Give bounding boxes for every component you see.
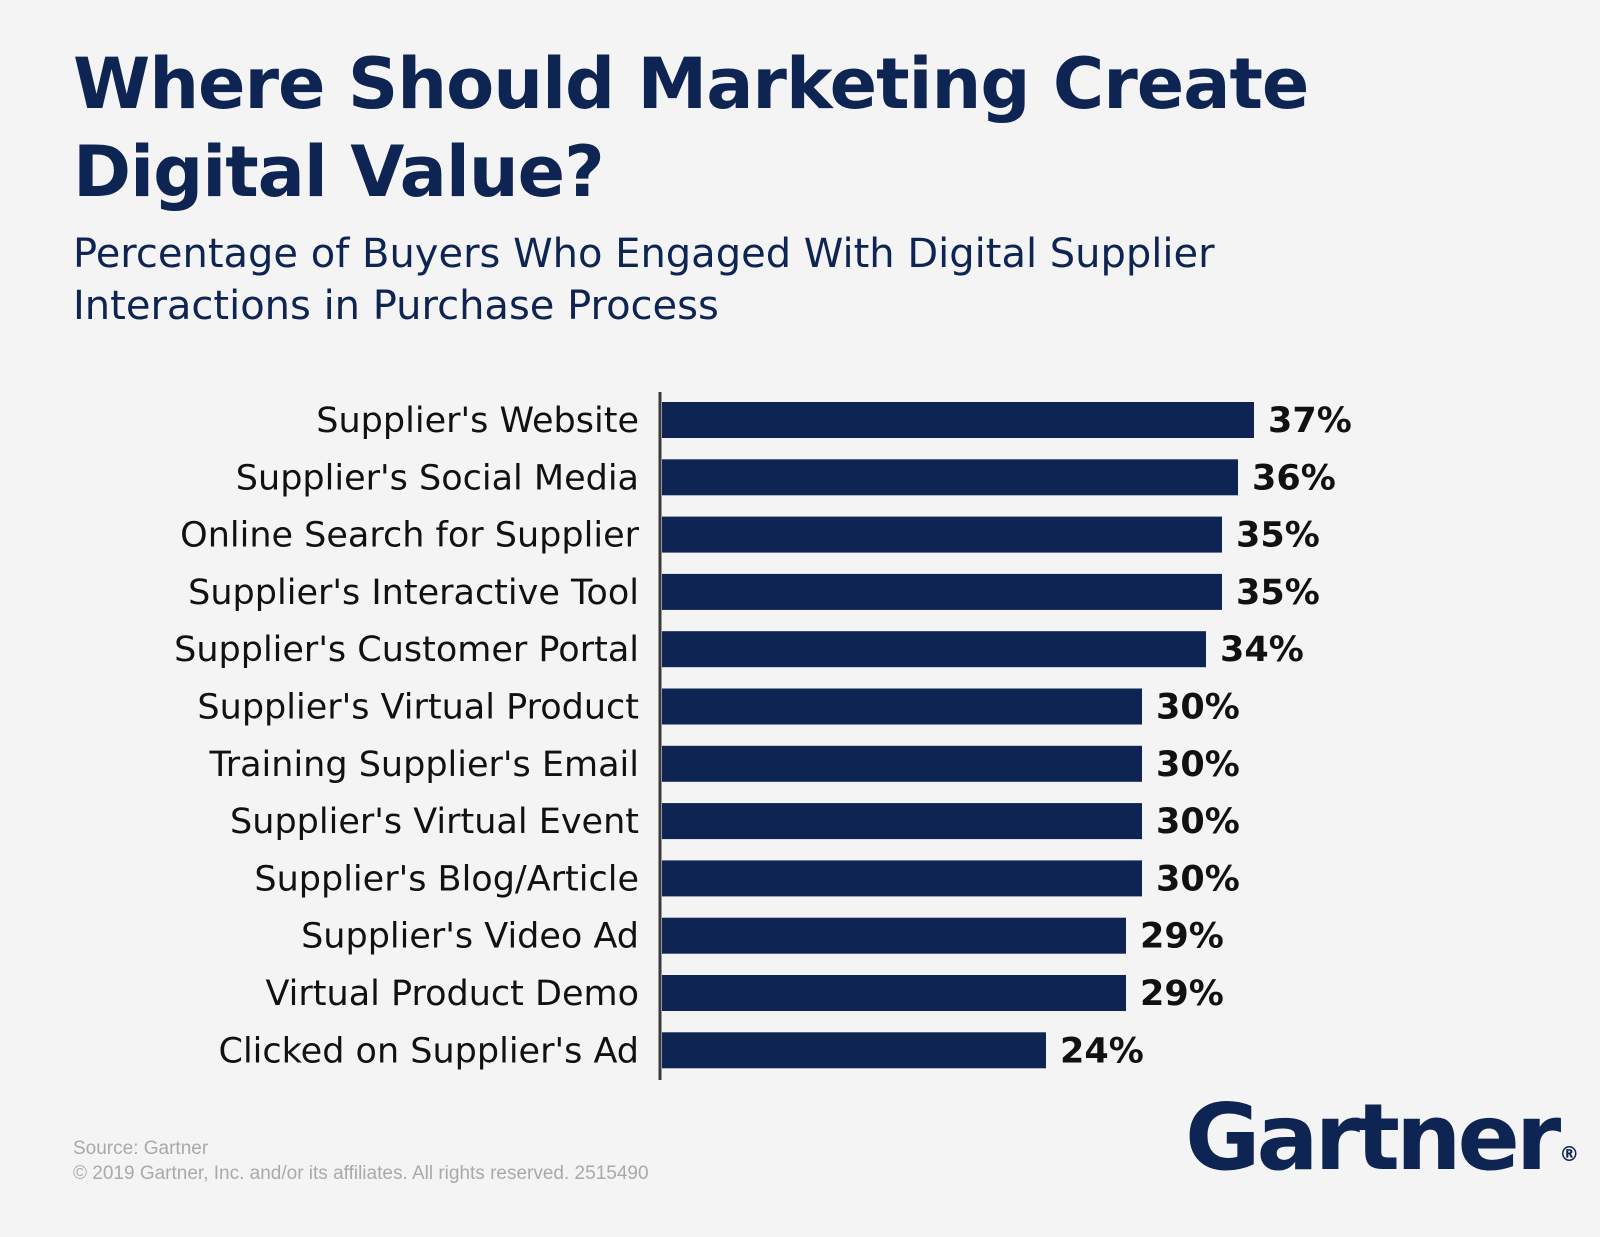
- value-label: 35%: [1236, 516, 1320, 556]
- category-label: Supplier's Social Media: [236, 458, 639, 498]
- category-label: Supplier's Website: [316, 401, 639, 441]
- value-label: 30%: [1156, 745, 1240, 785]
- bar: [662, 803, 1142, 840]
- category-label: Supplier's Virtual Event: [230, 802, 639, 842]
- value-label: 36%: [1252, 458, 1336, 498]
- value-label: 29%: [1140, 917, 1224, 957]
- bar: [662, 631, 1206, 668]
- bar: [662, 516, 1222, 553]
- value-label: 30%: [1156, 688, 1240, 728]
- category-label: Supplier's Interactive Tool: [188, 573, 639, 613]
- bar: [662, 459, 1238, 496]
- value-label: 30%: [1156, 859, 1240, 899]
- bar: [662, 975, 1126, 1011]
- value-label: 37%: [1268, 401, 1352, 441]
- logo-text: Gartner: [1185, 1084, 1561, 1191]
- category-label: Online Search for Supplier: [180, 516, 639, 556]
- category-label: Training Supplier's Email: [208, 745, 639, 785]
- bar: [662, 917, 1126, 954]
- value-label: 24%: [1060, 1031, 1144, 1071]
- bar: [662, 688, 1142, 725]
- category-label: Clicked on Supplier's Ad: [219, 1031, 639, 1071]
- bar: [662, 860, 1142, 897]
- value-label: 30%: [1156, 802, 1240, 842]
- category-label: Virtual Product Demo: [266, 974, 640, 1014]
- bar-chart: Supplier's Website 37% Supplier's Social M…: [174, 392, 1352, 1080]
- value-label: 35%: [1236, 573, 1320, 613]
- value-label: 34%: [1220, 630, 1304, 670]
- registered-mark: ®: [1559, 1142, 1580, 1166]
- value-label: 29%: [1140, 974, 1224, 1014]
- chart-subtitle: Percentage of Buyers Who Engaged With Di…: [73, 231, 1215, 329]
- source-text: Source: Gartner: [73, 1138, 209, 1159]
- chart-title: Where Should Marketing Create Digital Va…: [73, 43, 1309, 213]
- bar: [662, 745, 1142, 782]
- gartner-logo: Gartner ®: [1185, 1088, 1579, 1204]
- bar: [662, 402, 1254, 438]
- category-label: Supplier's Video Ad: [301, 917, 639, 957]
- bar: [662, 573, 1222, 610]
- category-label: Supplier's Virtual Product: [197, 688, 639, 728]
- copyright-text: © 2019 Gartner, Inc. and/or its affiliat…: [73, 1163, 649, 1184]
- bar: [662, 1032, 1046, 1069]
- source-note: Source: Gartner © 2019 Gartner, Inc. and…: [73, 1136, 649, 1186]
- category-label: Supplier's Customer Portal: [174, 630, 639, 670]
- category-label: Supplier's Blog/Article: [254, 859, 639, 899]
